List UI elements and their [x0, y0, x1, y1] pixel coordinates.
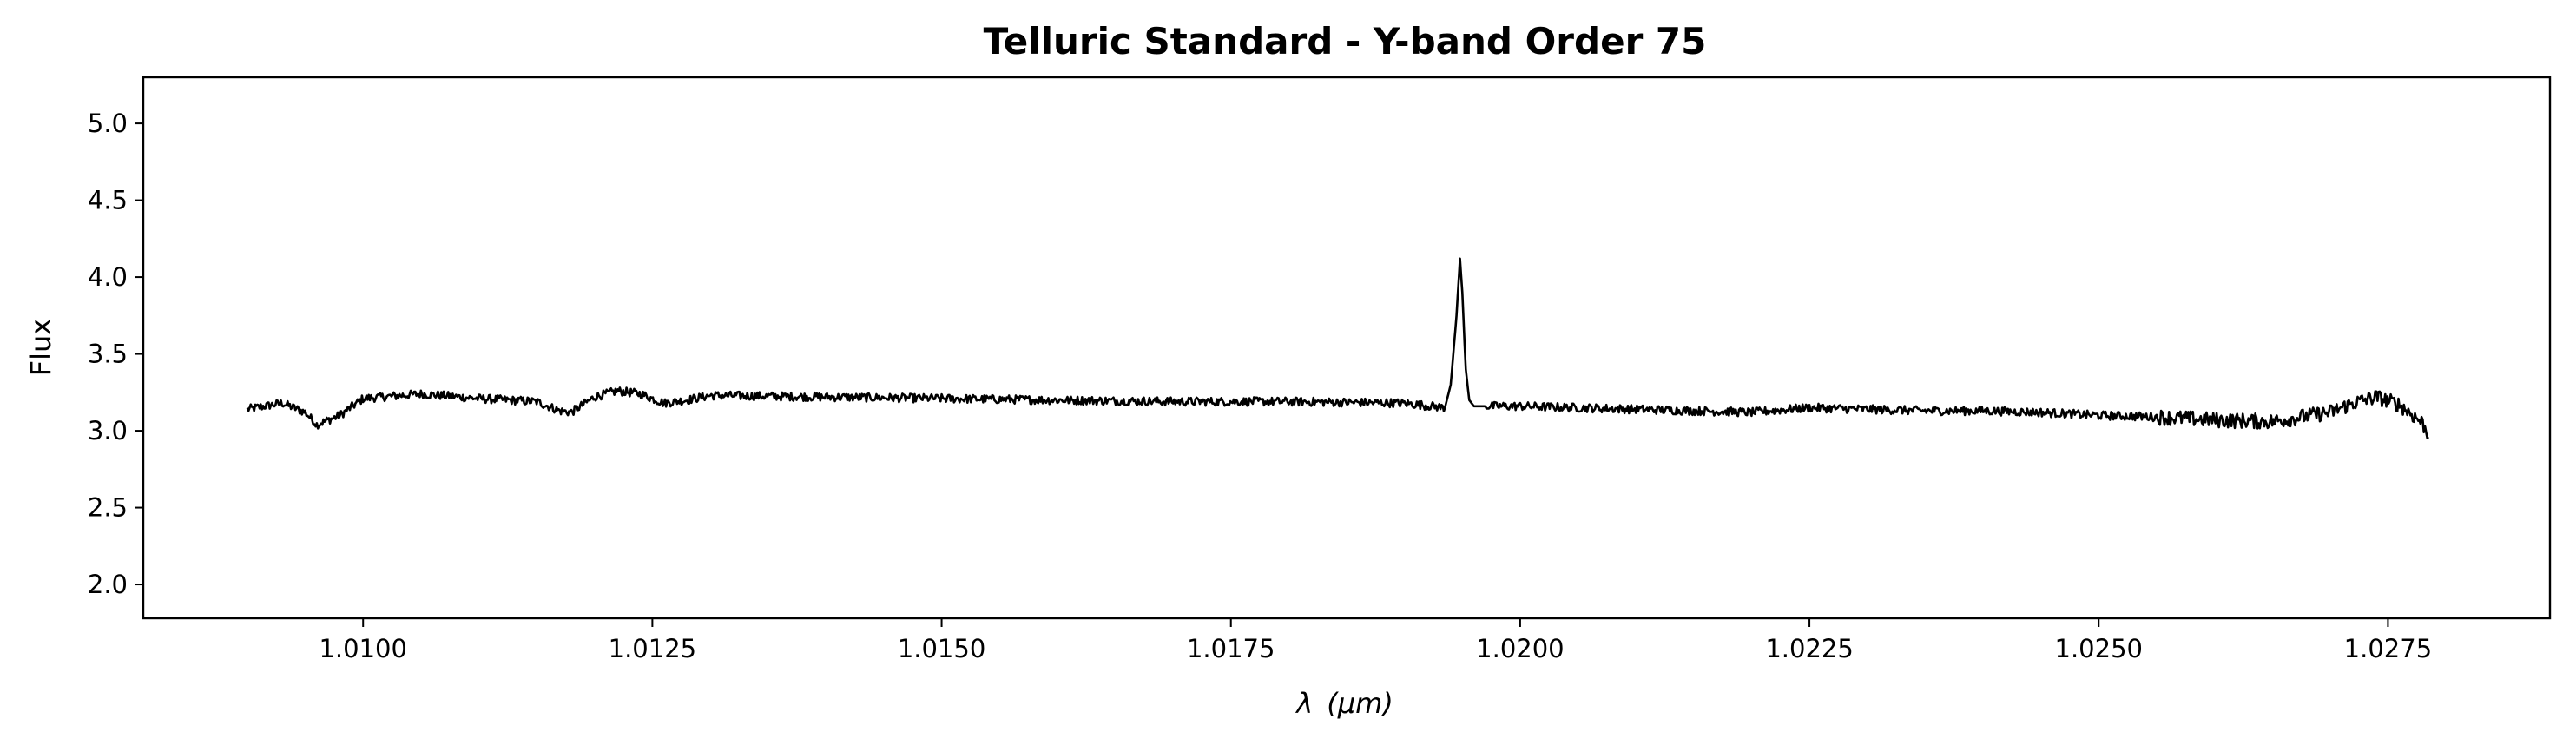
- plot-frame: [142, 76, 2552, 620]
- y-tick-label: 4.0: [88, 262, 128, 292]
- x-tick-label: 1.0150: [898, 634, 985, 663]
- y-tick-label: 3.0: [88, 416, 128, 445]
- x-axis-label-symbol: λ: [1295, 687, 1313, 720]
- y-tick-label: 4.5: [88, 186, 128, 215]
- x-axis-label-unit: (μm): [1327, 687, 1393, 720]
- x-tick-label: 1.0200: [1476, 634, 1564, 663]
- x-tick-label: 1.0125: [609, 634, 696, 663]
- x-axis-label: λ (μm): [1295, 687, 1393, 720]
- x-tick-label: 1.0275: [2344, 634, 2432, 663]
- chart-title: Telluric Standard - Y-band Order 75: [984, 20, 1707, 63]
- x-tick-label: 1.0175: [1187, 634, 1275, 663]
- y-axis: 2.0 2.5 3.0 3.5 4.0 4.5 5.0: [88, 109, 143, 599]
- y-axis-label: Flux: [24, 319, 57, 377]
- x-axis: 1.0100 1.0125 1.0150 1.0175 1.0200 1.0225 1.02…: [319, 618, 2432, 663]
- x-tick-label: 1.0225: [1765, 634, 1853, 663]
- y-tick-label: 2.5: [88, 493, 128, 523]
- x-tick-label: 1.0250: [2055, 634, 2143, 663]
- y-tick-label: 5.0: [88, 109, 128, 138]
- y-tick-label: 2.0: [88, 570, 128, 599]
- x-tick-label: 1.0100: [319, 634, 406, 663]
- y-tick-label: 3.5: [88, 340, 128, 369]
- series-line: [246, 257, 2429, 439]
